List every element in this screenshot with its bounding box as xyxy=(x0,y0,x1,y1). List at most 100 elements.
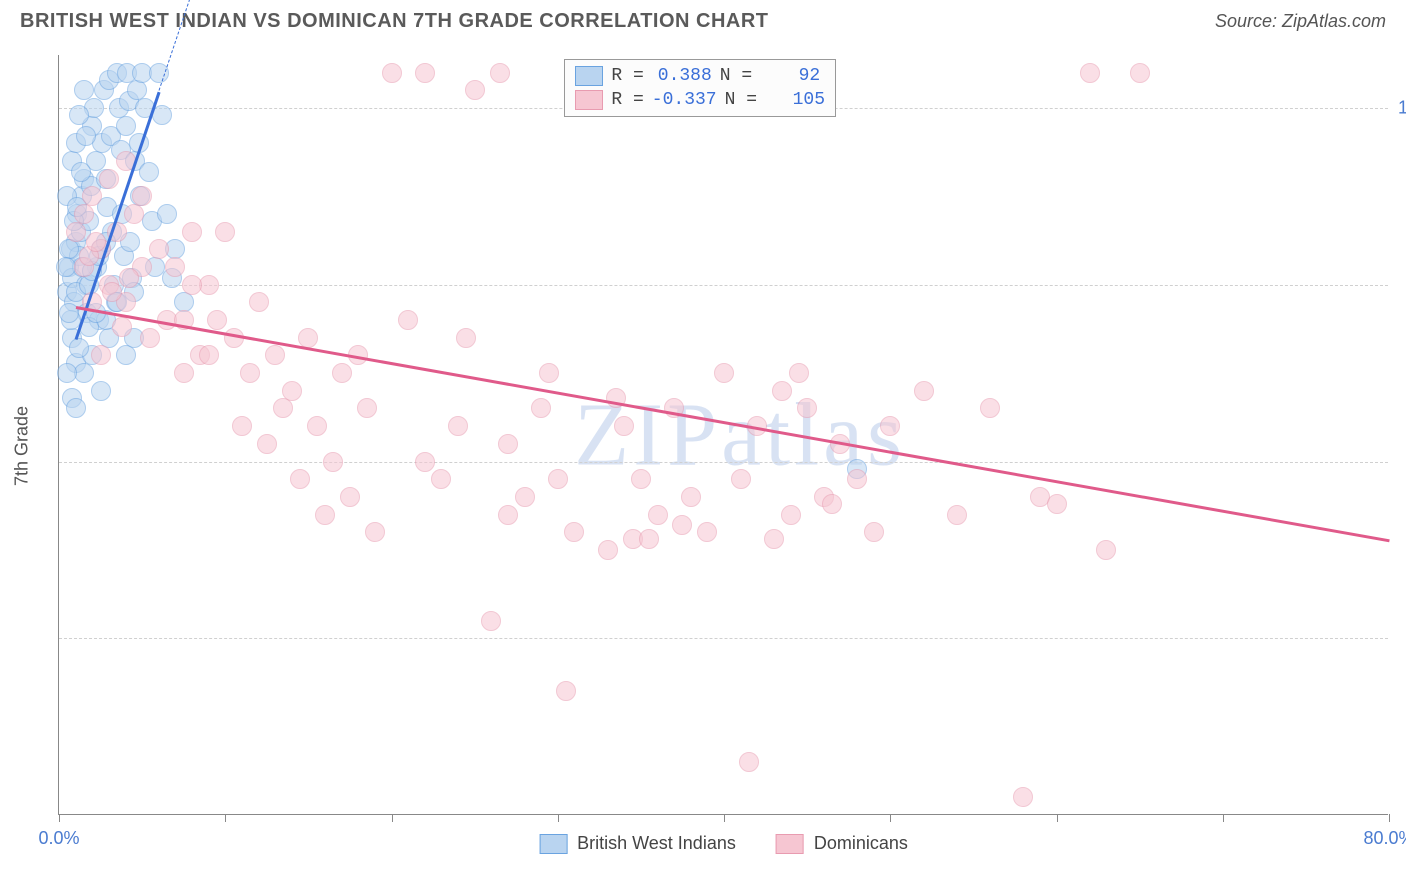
data-point xyxy=(1080,63,1100,83)
data-point xyxy=(531,398,551,418)
data-point xyxy=(772,381,792,401)
data-point xyxy=(340,487,360,507)
data-point xyxy=(332,363,352,383)
data-point xyxy=(415,63,435,83)
data-point xyxy=(124,204,144,224)
legend-swatch xyxy=(539,834,567,854)
data-point xyxy=(864,522,884,542)
data-point xyxy=(140,328,160,348)
data-point xyxy=(157,204,177,224)
data-point xyxy=(265,345,285,365)
data-point xyxy=(290,469,310,489)
y-tick-label: 100.0% xyxy=(1398,98,1406,119)
data-point xyxy=(697,522,717,542)
data-point xyxy=(797,398,817,418)
data-point xyxy=(174,363,194,383)
x-tick xyxy=(724,814,725,822)
data-point xyxy=(548,469,568,489)
x-tick xyxy=(1057,814,1058,822)
data-point xyxy=(448,416,468,436)
data-point xyxy=(357,398,377,418)
data-point xyxy=(215,222,235,242)
data-point xyxy=(66,222,86,242)
data-point xyxy=(99,169,119,189)
legend-item: British West Indians xyxy=(539,833,736,854)
gridline xyxy=(59,638,1388,639)
legend-swatch xyxy=(776,834,804,854)
data-point xyxy=(116,116,136,136)
trend-line xyxy=(75,306,1389,542)
data-point xyxy=(465,80,485,100)
legend-item: Dominicans xyxy=(776,833,908,854)
data-point xyxy=(880,416,900,436)
y-tick-label: 85.0% xyxy=(1398,628,1406,649)
data-point xyxy=(714,363,734,383)
x-tick xyxy=(890,814,891,822)
data-point xyxy=(515,487,535,507)
data-point xyxy=(398,310,418,330)
data-point xyxy=(182,222,202,242)
data-point xyxy=(165,257,185,277)
data-point xyxy=(257,434,277,454)
data-point xyxy=(56,257,76,277)
data-point xyxy=(112,317,132,337)
chart-plot-area: ZIPatlas 85.0%90.0%95.0%100.0%0.0%80.0%R… xyxy=(58,55,1388,815)
data-point xyxy=(116,345,136,365)
data-point xyxy=(59,239,79,259)
series-swatch xyxy=(575,66,603,86)
data-point xyxy=(481,611,501,631)
data-point xyxy=(91,381,111,401)
n-value: 92 xyxy=(760,66,820,86)
legend-label: British West Indians xyxy=(577,833,736,854)
data-point xyxy=(490,63,510,83)
data-point xyxy=(947,505,967,525)
data-point xyxy=(199,345,219,365)
x-tick xyxy=(225,814,226,822)
x-tick xyxy=(1223,814,1224,822)
data-point xyxy=(539,363,559,383)
x-tick-label: 0.0% xyxy=(38,828,79,849)
data-point xyxy=(789,363,809,383)
data-point xyxy=(498,434,518,454)
n-label: N = xyxy=(720,66,752,86)
x-tick xyxy=(1389,814,1390,822)
x-tick xyxy=(558,814,559,822)
data-point xyxy=(822,494,842,514)
series-legend: British West Indians Dominicans xyxy=(539,833,908,854)
data-point xyxy=(781,505,801,525)
n-value: 105 xyxy=(765,90,825,110)
data-point xyxy=(1013,787,1033,807)
data-point xyxy=(498,505,518,525)
data-point xyxy=(102,282,122,302)
x-tick xyxy=(59,814,60,822)
data-point xyxy=(315,505,335,525)
data-point xyxy=(76,126,96,146)
data-point xyxy=(91,345,111,365)
chart-title: BRITISH WEST INDIAN VS DOMINICAN 7TH GRA… xyxy=(20,10,769,33)
data-point xyxy=(182,275,202,295)
data-point xyxy=(598,540,618,560)
data-point xyxy=(307,416,327,436)
data-point xyxy=(614,416,634,436)
data-point xyxy=(1130,63,1150,83)
r-label: R = xyxy=(611,90,643,110)
data-point xyxy=(71,162,91,182)
data-point xyxy=(69,338,89,358)
data-point xyxy=(282,381,302,401)
x-tick xyxy=(392,814,393,822)
data-point xyxy=(323,452,343,472)
r-label: R = xyxy=(611,66,643,86)
data-point xyxy=(648,505,668,525)
x-tick-label: 80.0% xyxy=(1363,828,1406,849)
data-point xyxy=(556,681,576,701)
legend-label: Dominicans xyxy=(814,833,908,854)
data-point xyxy=(74,80,94,100)
data-point xyxy=(57,363,77,383)
data-point xyxy=(672,515,692,535)
data-point xyxy=(431,469,451,489)
data-point xyxy=(847,469,867,489)
y-tick-label: 95.0% xyxy=(1398,274,1406,295)
data-point xyxy=(240,363,260,383)
data-point xyxy=(365,522,385,542)
data-point xyxy=(273,398,293,418)
